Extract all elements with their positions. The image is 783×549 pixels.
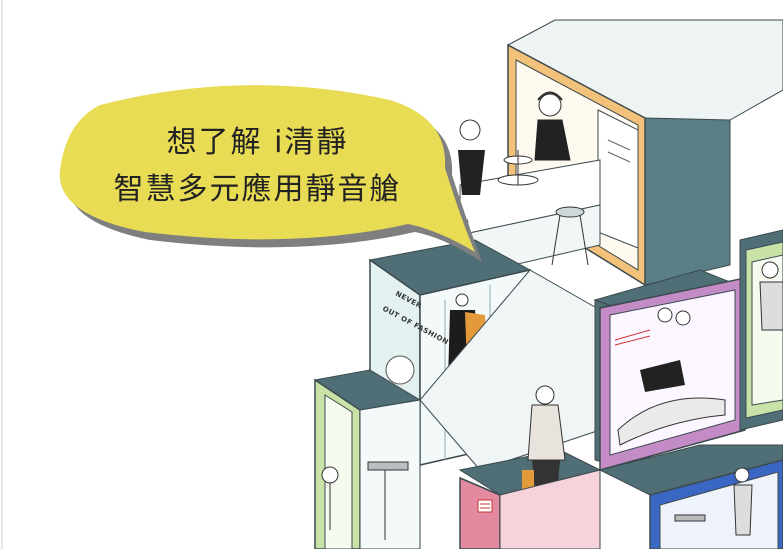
- lounge-pod: [593, 269, 752, 476]
- office-pod: [313, 369, 422, 549]
- speech-bubble: 想了解 i清靜 智慧多元應用靜音艙: [55, 95, 460, 255]
- fitting-pod: [459, 469, 601, 549]
- bubble-line-2: 智慧多元應用靜音艙: [113, 172, 402, 207]
- bubble-line-1: 想了解 i清靜: [166, 125, 349, 160]
- blue-pod: [598, 444, 783, 549]
- cafe-pod: [457, 19, 783, 287]
- right-green-pod: [739, 229, 783, 431]
- speech-bubble-shape: [59, 85, 483, 262]
